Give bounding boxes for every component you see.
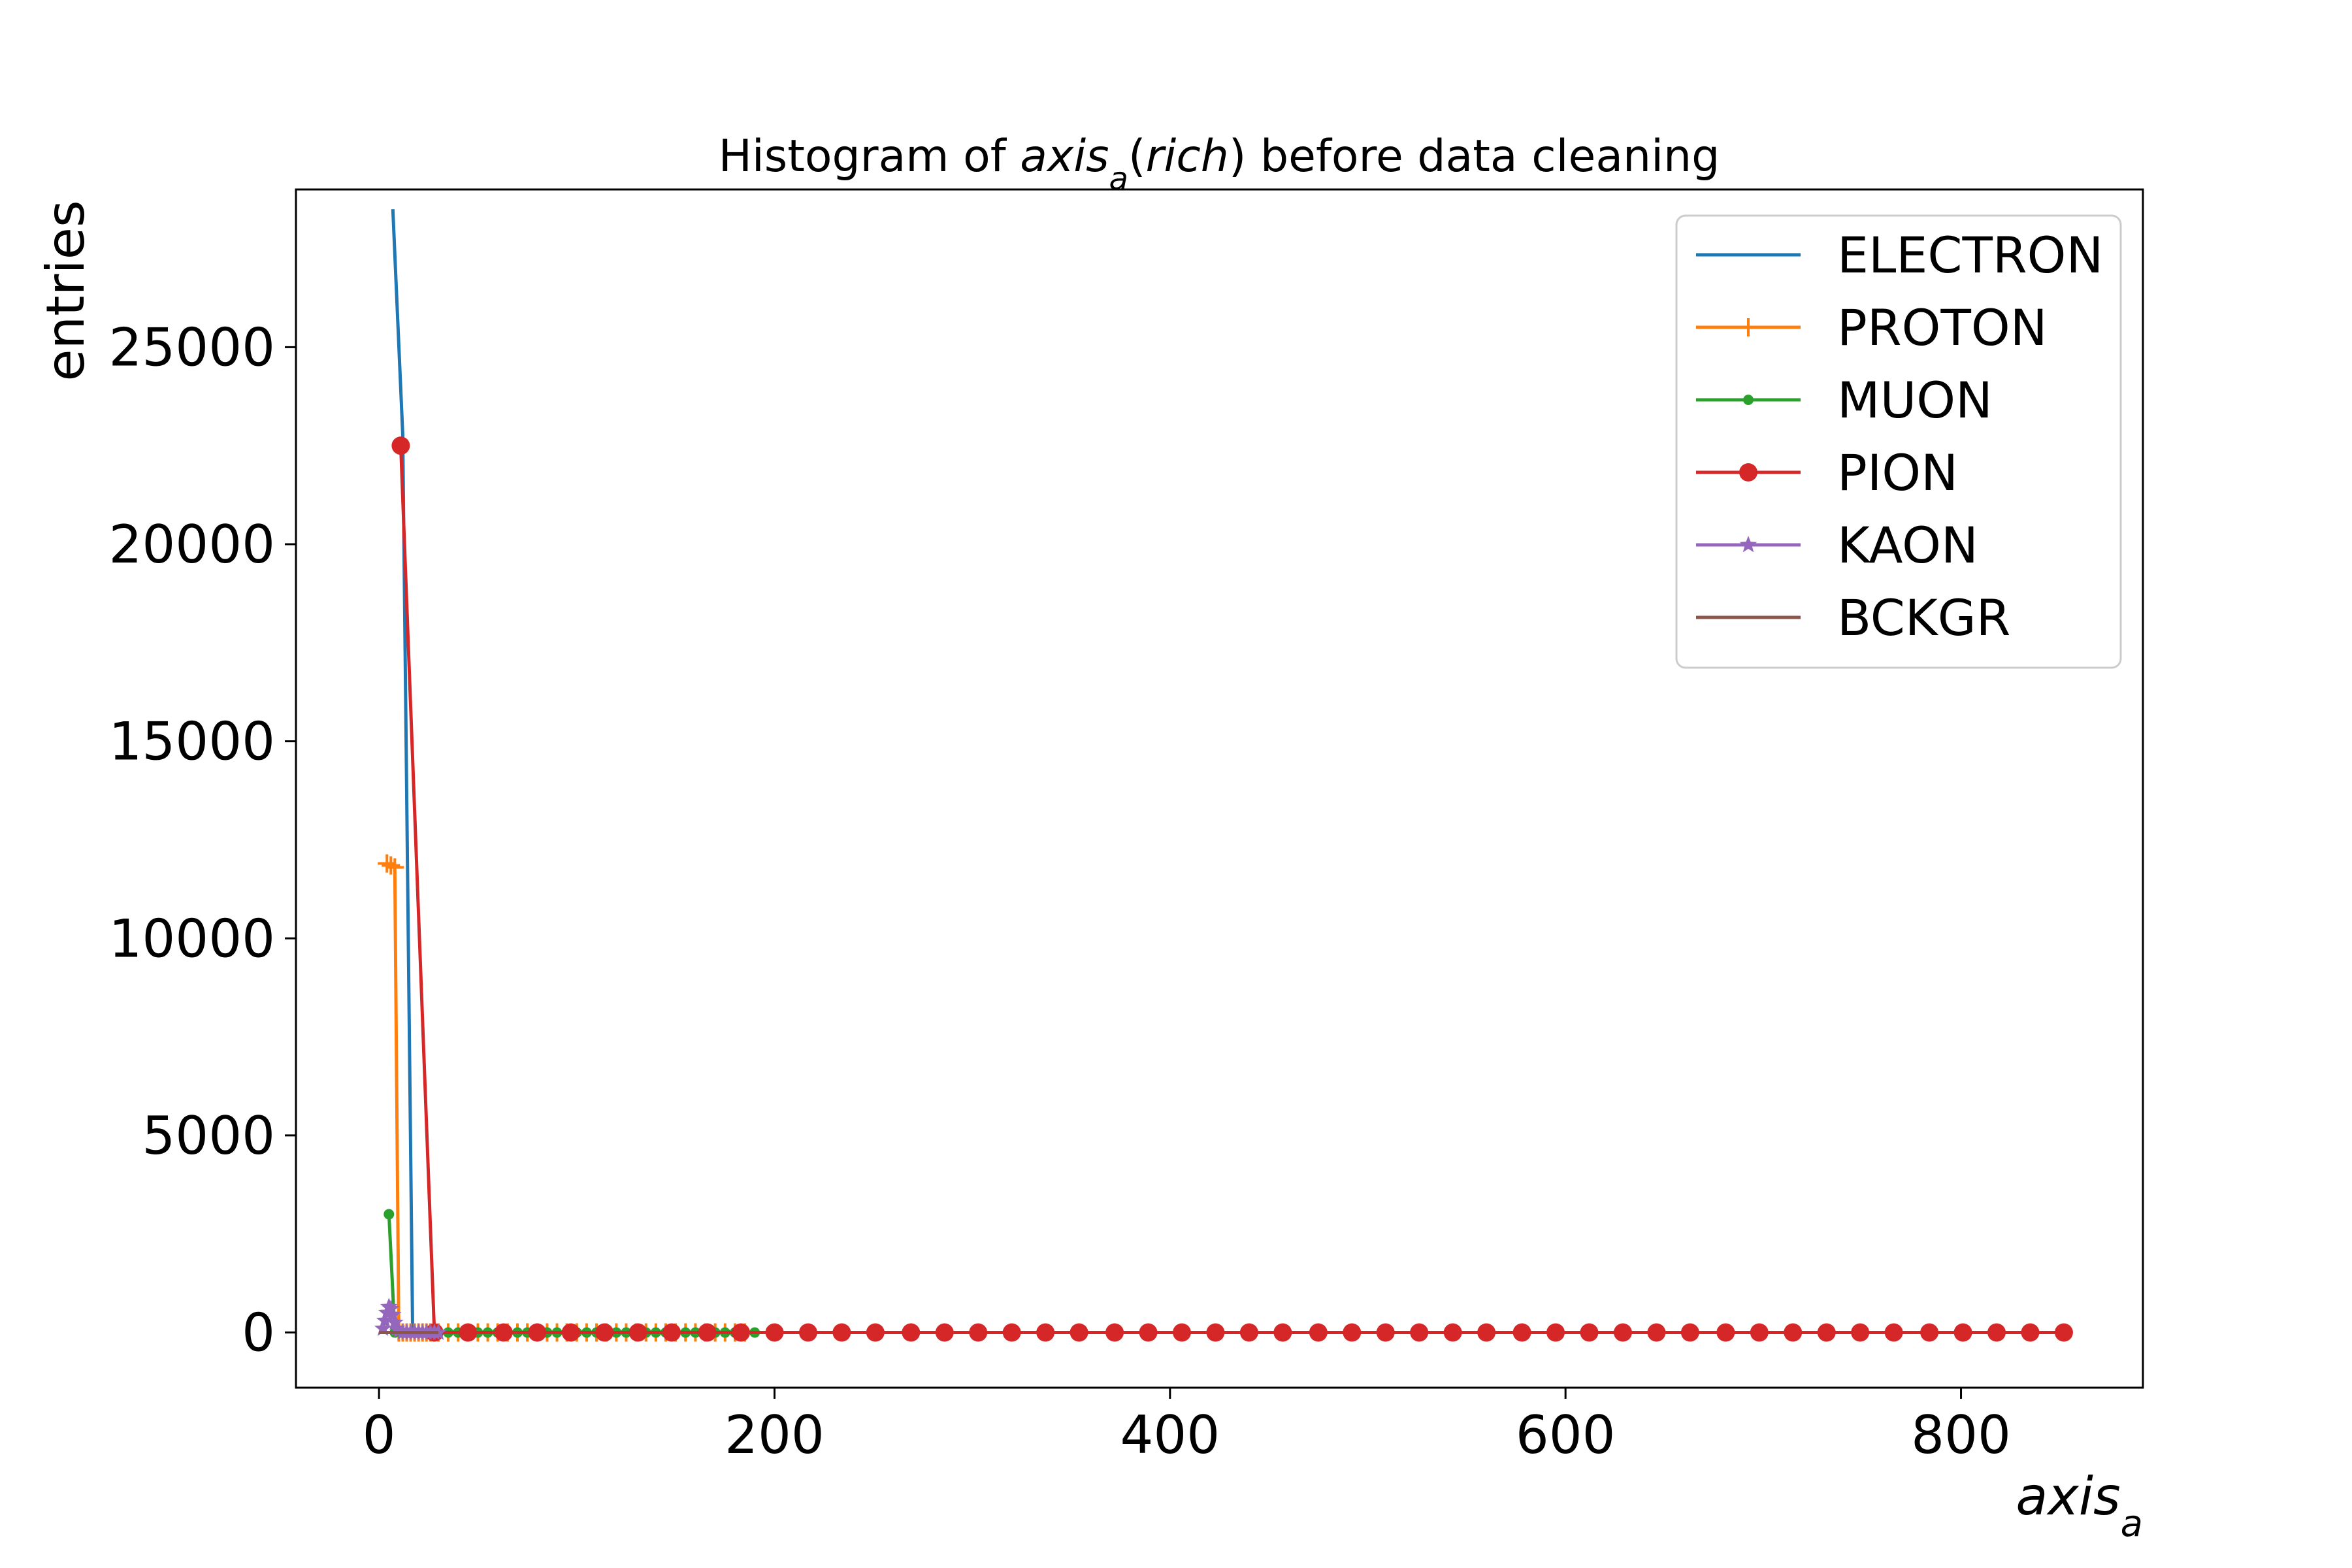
data-point-pion — [1343, 1323, 1362, 1342]
legend-marker-proton — [1739, 318, 1757, 336]
data-point-kaon — [376, 1311, 394, 1328]
data-point-pion — [1647, 1323, 1666, 1342]
legend-marker-muon — [1743, 395, 1754, 405]
legend-label-proton: PROTON — [1837, 299, 2048, 357]
data-point-pion — [1036, 1323, 1055, 1342]
x-axis-ticks: 0 200 400 600 800 — [363, 1388, 2011, 1465]
data-point-proton — [382, 856, 400, 875]
legend-label-pion: PION — [1837, 444, 1958, 502]
data-point-pion — [1546, 1323, 1565, 1342]
x-tick-label: 600 — [1516, 1405, 1616, 1465]
series-pion — [391, 436, 2073, 1342]
legend: ELECTRON PROTON MUON PION KAON BCKGR — [1675, 214, 2122, 669]
data-point-proton — [378, 854, 397, 873]
x-tick-label: 0 — [363, 1405, 396, 1465]
data-point-pion — [595, 1323, 614, 1342]
data-point-kaon — [384, 1305, 402, 1322]
data-point-pion — [1750, 1323, 1769, 1342]
data-point-pion — [698, 1323, 717, 1342]
y-axis-label: entries — [35, 200, 96, 381]
data-point-pion — [935, 1323, 954, 1342]
data-point-pion — [1784, 1323, 1803, 1342]
data-point-pion — [1680, 1323, 1699, 1342]
legend-marker-kaon — [1739, 536, 1757, 553]
x-tick-label: 400 — [1120, 1405, 1220, 1465]
data-point-pion — [765, 1323, 784, 1342]
data-point-pion — [1105, 1323, 1124, 1342]
data-point-pion — [1002, 1323, 1021, 1342]
data-point-kaon — [382, 1299, 400, 1316]
data-point-pion — [561, 1323, 580, 1342]
data-point-pion — [866, 1323, 885, 1342]
data-point-pion — [832, 1323, 851, 1342]
data-point-pion — [1920, 1323, 1939, 1342]
data-point-pion — [1884, 1323, 1903, 1342]
legend-item-bckgr: BCKGR — [1696, 589, 2010, 647]
data-point-pion — [1070, 1323, 1088, 1342]
data-point-pion — [1206, 1323, 1225, 1342]
data-point-pion — [1953, 1323, 1972, 1342]
data-point-pion — [528, 1323, 547, 1342]
data-point-pion — [1851, 1323, 1870, 1342]
legend-label-muon: MUON — [1837, 371, 1993, 429]
legend-label-kaon: KAON — [1837, 516, 1978, 574]
y-tick-label: 15000 — [109, 711, 276, 772]
data-point-pion — [1376, 1323, 1395, 1342]
y-tick-label: 25000 — [109, 317, 276, 378]
y-tick-label: 0 — [242, 1303, 275, 1364]
legend-item-pion: PION — [1696, 444, 1958, 502]
x-tick-label: 200 — [725, 1405, 825, 1465]
legend-item-kaon: KAON — [1696, 516, 1978, 574]
y-tick-label: 20000 — [109, 514, 276, 575]
data-point-pion — [798, 1323, 817, 1342]
y-tick-label: 10000 — [109, 908, 276, 969]
legend-item-electron: ELECTRON — [1696, 226, 2103, 284]
data-point-pion — [1309, 1323, 1328, 1342]
x-tick-label: 800 — [1911, 1405, 2011, 1465]
data-point-pion — [1716, 1323, 1735, 1342]
data-point-proton — [385, 858, 404, 877]
chart-title: Histogram of axisa(rich) before data cle… — [719, 131, 1720, 197]
legend-label-bckgr: BCKGR — [1837, 589, 2010, 647]
data-point-pion — [1410, 1323, 1429, 1342]
data-point-pion — [391, 436, 410, 455]
data-point-pion — [969, 1323, 988, 1342]
data-point-pion — [662, 1323, 681, 1342]
plot-frame — [295, 188, 2144, 1389]
x-axis-label: axisa — [2016, 1466, 2143, 1545]
data-point-pion — [629, 1323, 647, 1342]
data-point-pion — [1987, 1323, 2006, 1342]
data-point-pion — [459, 1323, 478, 1342]
data-point-pion — [902, 1323, 921, 1342]
data-point-pion — [2054, 1323, 2073, 1342]
data-point-pion — [1172, 1323, 1191, 1342]
data-point-pion — [1613, 1323, 1632, 1342]
series-layer — [374, 209, 2073, 1342]
data-point-kaon — [386, 1313, 404, 1330]
data-point-pion — [2021, 1323, 2040, 1342]
legend-item-muon: MUON — [1696, 371, 1993, 429]
legend-item-proton: PROTON — [1696, 299, 2048, 357]
data-point-muon — [384, 1209, 395, 1220]
data-point-pion — [1512, 1323, 1531, 1342]
data-point-pion — [732, 1323, 751, 1342]
data-point-pion — [1443, 1323, 1462, 1342]
y-axis-ticks: 0 5000 10000 15000 20000 25000 — [109, 317, 296, 1364]
y-tick-label: 5000 — [142, 1105, 275, 1166]
legend-label-electron: ELECTRON — [1837, 226, 2103, 284]
data-point-pion — [1139, 1323, 1158, 1342]
data-point-pion — [1273, 1323, 1292, 1342]
data-point-pion — [1580, 1323, 1599, 1342]
data-point-kaon — [374, 1319, 392, 1336]
legend-entries: ELECTRON PROTON MUON PION KAON BCKGR — [1696, 226, 2103, 647]
data-point-pion — [1477, 1323, 1496, 1342]
data-point-pion — [1239, 1323, 1258, 1342]
data-point-pion — [1817, 1323, 1836, 1342]
data-point-pion — [494, 1323, 513, 1342]
legend-marker-pion — [1739, 463, 1757, 482]
